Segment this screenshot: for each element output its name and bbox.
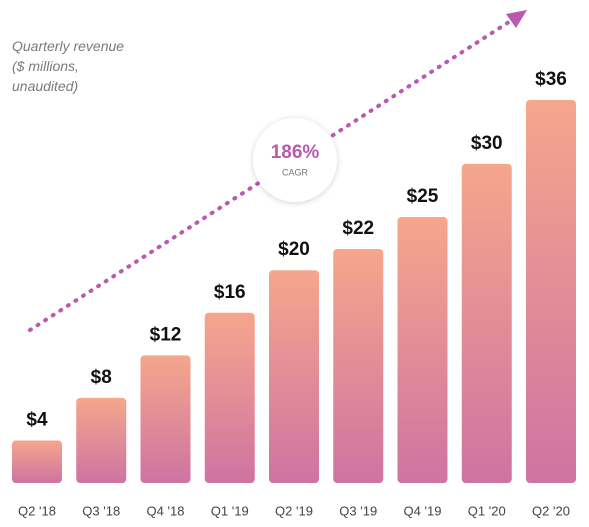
x-tick-label: Q1 '20 <box>468 503 506 518</box>
chart-title: Quarterly revenue ($ millions, unaudited… <box>12 38 125 94</box>
x-tick-label: Q2 '18 <box>18 503 56 518</box>
bar <box>397 217 448 483</box>
value-label: $12 <box>150 324 182 345</box>
bar <box>204 312 255 483</box>
x-tick-label: Q2 '19 <box>275 503 313 518</box>
value-label: $22 <box>342 218 374 239</box>
value-label: $25 <box>407 186 439 207</box>
bar <box>526 100 576 483</box>
x-tick-label: Q4 '19 <box>404 503 442 518</box>
cagr-label: CAGR <box>282 167 309 177</box>
x-tick-label: Q4 '18 <box>147 503 185 518</box>
x-tick-label: Q1 '19 <box>211 503 249 518</box>
arrow-head <box>506 10 527 28</box>
value-label: $30 <box>471 133 503 154</box>
bar <box>12 440 62 483</box>
value-label: $20 <box>278 239 310 260</box>
bar <box>461 163 512 484</box>
cagr-value: 186% <box>271 142 320 163</box>
bar <box>140 355 191 483</box>
cagr-badge <box>253 118 337 202</box>
x-tick-label: Q3 '18 <box>82 503 120 518</box>
bar <box>76 397 127 483</box>
value-label: $8 <box>91 367 112 388</box>
x-tick-label: Q3 '19 <box>339 503 377 518</box>
value-label: $4 <box>26 409 48 430</box>
bar <box>269 270 319 483</box>
value-label: $16 <box>214 282 246 303</box>
bar <box>333 248 384 483</box>
x-tick-label: Q2 '20 <box>532 503 570 518</box>
value-label: $36 <box>535 69 567 90</box>
